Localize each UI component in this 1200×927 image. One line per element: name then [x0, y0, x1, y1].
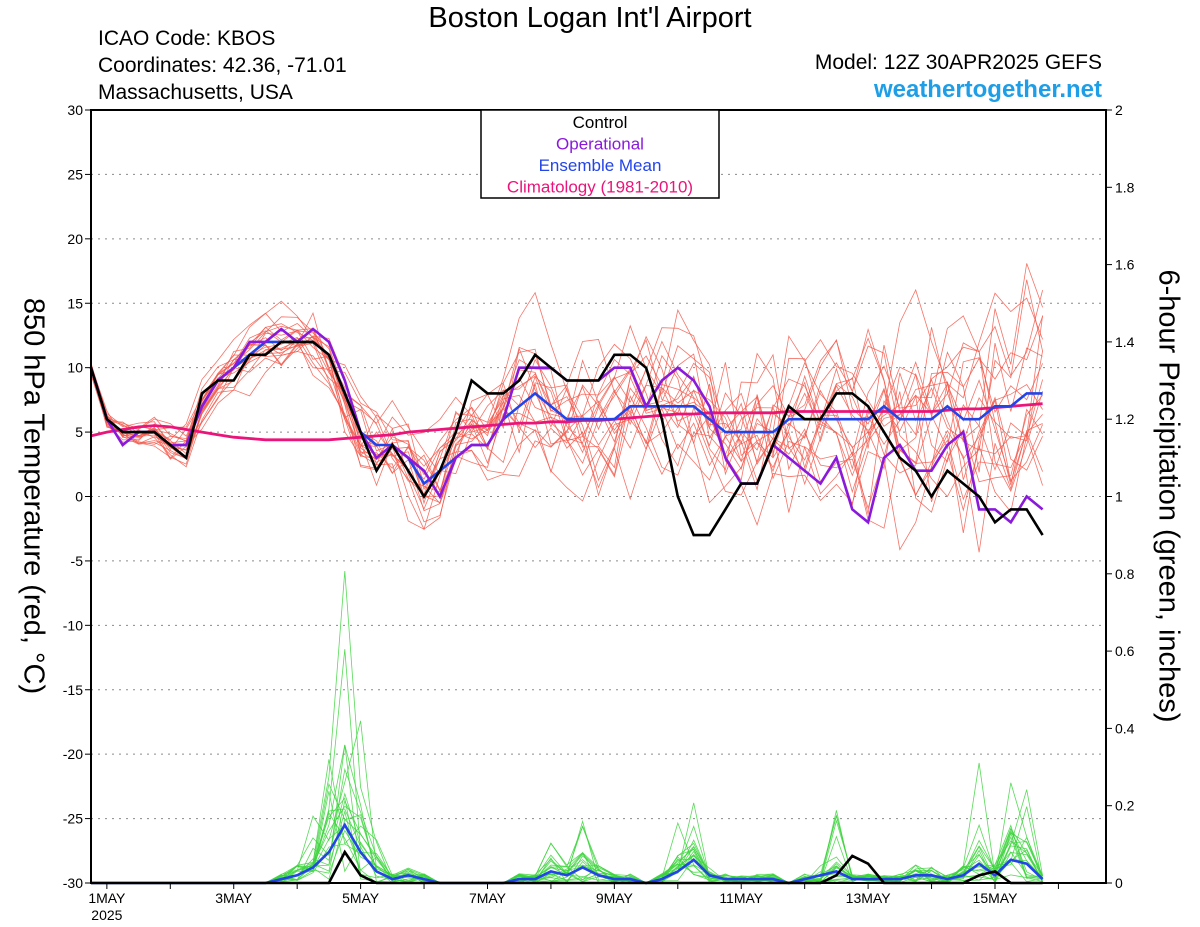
legend-item: Climatology (1981-2010) — [507, 178, 693, 197]
climatology-line — [90, 402, 1043, 442]
grid-lines — [91, 109, 1106, 884]
precip-member-line — [91, 649, 1043, 884]
chart-title: Boston Logan Int'l Airport — [428, 2, 752, 34]
y-right-tick-label: 0.4 — [1115, 720, 1135, 736]
ensemble-members — [90, 263, 1043, 884]
y-left-tick-label: -5 — [71, 553, 84, 569]
legend-box — [480, 109, 720, 199]
precip-member-line — [91, 744, 1043, 884]
axes: 302520151050-5-10-15-20-25-3021.81.61.41… — [63, 102, 1135, 923]
y-left-tick-label: -20 — [63, 746, 83, 762]
y-left-tick-label: 5 — [75, 424, 83, 440]
temp-member-line — [90, 279, 1043, 504]
temp-member-line — [90, 291, 1043, 515]
y-left-tick-label: -30 — [63, 875, 83, 891]
x-tick-label: 15MAY — [973, 890, 1019, 906]
coordinates: Coordinates: 42.36, -71.01 — [98, 54, 347, 77]
y-right-tick-label: 2 — [1115, 102, 1123, 118]
y-right-tick-label: 1.6 — [1115, 257, 1135, 273]
x-tick-label: 1MAY — [88, 890, 126, 906]
precip-member-line — [91, 799, 1043, 884]
legend-item: Operational — [556, 135, 644, 154]
legend-item: Control — [573, 113, 628, 132]
x-tick-label: 5MAY — [342, 890, 380, 906]
y-right-tick-label: 0.2 — [1115, 798, 1135, 814]
y-right-tick-label: 0.8 — [1115, 566, 1135, 582]
temp-member-line — [90, 316, 1043, 496]
precip-member-line — [91, 720, 1043, 884]
y-left-tick-label: -25 — [63, 811, 83, 827]
temp-member-line — [90, 335, 1043, 529]
x-tick-label: 7MAY — [469, 890, 507, 906]
y-right-tick-label: 1.8 — [1115, 179, 1135, 195]
y-right-tick-label: 1 — [1115, 489, 1123, 505]
y-right-tick-label: 0.6 — [1115, 643, 1135, 659]
region: Massachusetts, USA — [98, 81, 293, 104]
precip-member-line — [91, 744, 1043, 884]
x-year-label: 2025 — [91, 907, 122, 923]
precip-member-line — [91, 782, 1043, 884]
temp-member-line — [90, 290, 1043, 494]
x-tick-label: 3MAY — [215, 890, 253, 906]
temp-member-line — [90, 312, 1043, 512]
icao-code: ICAO Code: KBOS — [98, 27, 276, 50]
legend: Control Operational Ensemble Mean Climatolo… — [480, 109, 720, 199]
y-left-tick-label: 0 — [75, 489, 83, 505]
y-left-tick-label: 15 — [67, 295, 83, 311]
legend-item: Ensemble Mean — [539, 156, 662, 175]
control-line — [89, 340, 1044, 537]
temp-member-line — [90, 327, 1043, 511]
x-tick-label: 13MAY — [846, 890, 892, 906]
main-series — [89, 327, 1044, 885]
x-tick-label: 9MAY — [596, 890, 634, 906]
temp-member-line — [90, 300, 1043, 513]
y-right-tick-label: 1.2 — [1115, 411, 1135, 427]
y-right-tick-label: 1.4 — [1115, 334, 1135, 350]
y-left-tick-label: 20 — [67, 231, 83, 247]
y-left-tick-label: 10 — [67, 360, 83, 376]
precip-member-line — [91, 570, 1043, 884]
y-right-tick-label: 0 — [1115, 875, 1123, 891]
x-tick-label: 11MAY — [719, 890, 763, 906]
temp-member-line — [90, 324, 1043, 553]
website-link[interactable]: weathertogether.net — [873, 76, 1102, 103]
y-left-tick-label: -10 — [63, 617, 83, 633]
y-left-tick-label: 30 — [67, 102, 83, 118]
temp-member-line — [90, 311, 1043, 505]
y-left-tick-label: -15 — [63, 682, 83, 698]
y-left-tick-label: 25 — [67, 166, 83, 182]
model-run: Model: 12Z 30APR2025 GEFS — [814, 51, 1102, 74]
